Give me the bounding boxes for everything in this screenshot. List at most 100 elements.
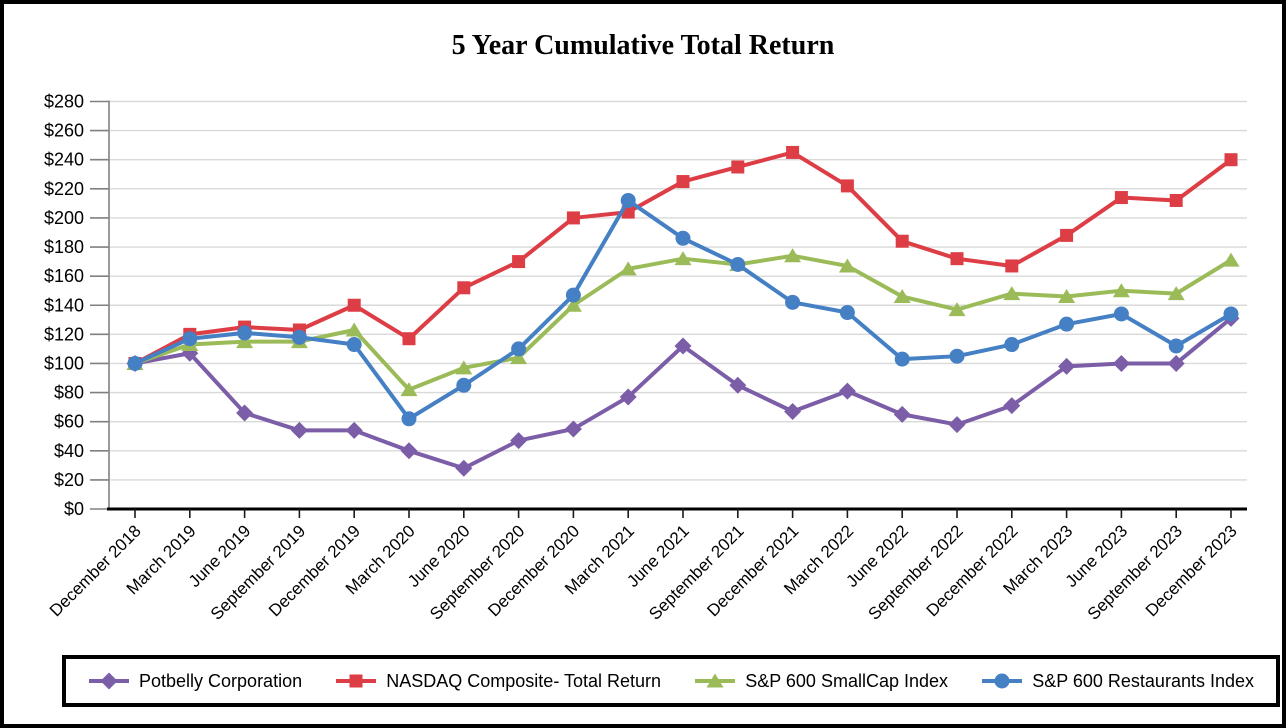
marker-s-p-600-smallcap-index [1058, 289, 1076, 304]
marker-nasdaq-composite-total-return [347, 298, 361, 312]
marker-s-p-600-restaurants-index [182, 331, 198, 347]
y-axis-label: $140 [44, 295, 84, 315]
marker-s-p-600-smallcap-index [619, 261, 637, 276]
legend-item-s-p-600-restaurants-index: S&P 600 Restaurants Index [981, 671, 1254, 692]
marker-s-p-600-restaurants-index [1168, 338, 1184, 354]
y-axis-label: $60 [54, 412, 84, 432]
marker-s-p-600-restaurants-index [1004, 337, 1020, 353]
marker-s-p-600-smallcap-index [1222, 252, 1240, 267]
marker-nasdaq-composite-total-return [402, 332, 416, 346]
marker-s-p-600-smallcap-index [345, 322, 363, 337]
marker-s-p-600-restaurants-index [675, 230, 691, 246]
marker-s-p-600-restaurants-index [291, 329, 307, 345]
y-axis-label: $0 [64, 499, 84, 519]
marker-potbelly-corporation [893, 405, 911, 423]
marker-s-p-600-restaurants-index [456, 377, 472, 393]
marker-potbelly-corporation [564, 420, 582, 438]
marker-s-p-600-restaurants-index [894, 351, 910, 367]
x-axis-label: December 2018 [46, 521, 145, 620]
marker-nasdaq-composite-total-return [1169, 193, 1183, 207]
marker-s-p-600-smallcap-index [236, 334, 254, 349]
marker-potbelly-corporation [838, 382, 856, 400]
marker-nasdaq-composite-total-return [1060, 228, 1074, 242]
legend-label: S&P 600 SmallCap Index [745, 670, 949, 691]
marker-s-p-600-restaurants-index [1113, 306, 1129, 322]
x-axis-label: September 2022 [865, 521, 967, 623]
y-axis-label: $160 [44, 266, 84, 286]
y-axis-label: $40 [54, 441, 84, 461]
marker-nasdaq-composite-total-return [786, 145, 800, 159]
marker-s-p-600-smallcap-index [1003, 286, 1021, 301]
marker-nasdaq-composite-total-return [1224, 153, 1238, 167]
marker-potbelly-corporation [784, 402, 802, 420]
legend: Potbelly Corporation NASDAQ Composite- To… [62, 655, 1280, 707]
legend-item-nasdaq-composite-total-return: NASDAQ Composite- Total Return [335, 671, 661, 692]
marker-s-p-600-smallcap-index [893, 289, 911, 304]
marker-s-p-600-smallcap-index [838, 258, 856, 273]
marker-potbelly-corporation [1058, 357, 1076, 375]
y-axis-label: $280 [44, 92, 84, 112]
marker-nasdaq-composite-total-return [731, 160, 745, 174]
marker-nasdaq-composite-total-return [1005, 259, 1019, 273]
y-axis-label: $180 [44, 237, 84, 257]
y-axis-label: $240 [44, 150, 84, 170]
y-axis-label: $80 [54, 383, 84, 403]
y-axis-label: $220 [44, 179, 84, 199]
marker-s-p-600-restaurants-index [565, 287, 581, 303]
y-axis-label: $120 [44, 324, 84, 344]
marker-s-p-600-restaurants-index [730, 257, 746, 272]
marker-potbelly-corporation [236, 404, 254, 422]
marker-s-p-600-smallcap-index [564, 297, 582, 312]
marker-nasdaq-composite-total-return [895, 234, 909, 248]
marker-potbelly-corporation [510, 432, 528, 450]
triangle-marker-icon [695, 673, 736, 688]
legend-label: S&P 600 Restaurants Index [1032, 670, 1254, 691]
marker-s-p-600-smallcap-index [674, 251, 692, 266]
marker-s-p-600-smallcap-index [784, 248, 802, 263]
x-axis-label: September 2019 [207, 521, 309, 623]
marker-potbelly-corporation [674, 337, 692, 355]
marker-s-p-600-smallcap-index [948, 302, 966, 317]
legend-label: NASDAQ Composite- Total Return [386, 670, 662, 691]
marker-potbelly-corporation [1167, 354, 1185, 372]
marker-s-p-600-restaurants-index [1059, 316, 1075, 332]
marker-potbelly-corporation [948, 416, 966, 434]
marker-s-p-600-restaurants-index [949, 348, 965, 364]
marker-s-p-600-smallcap-index [1167, 286, 1185, 301]
marker-potbelly-corporation [290, 421, 308, 439]
marker-s-p-600-restaurants-index [1223, 306, 1239, 322]
marker-nasdaq-composite-total-return [950, 252, 964, 266]
y-axis-label: $260 [44, 121, 84, 141]
diamond-marker-icon [89, 672, 129, 690]
legend-label: Potbelly Corporation [139, 670, 303, 691]
y-axis-label: $20 [54, 470, 84, 490]
marker-potbelly-corporation [619, 388, 637, 406]
x-axis-label: September 2020 [426, 521, 528, 623]
marker-potbelly-corporation [729, 376, 747, 394]
marker-s-p-600-restaurants-index [511, 341, 527, 357]
chart-plot: $0 $20 $40 $60 $80 $100 $120 $140 $160 $180 $200 $2… [44, 92, 1247, 624]
marker-s-p-600-smallcap-index [510, 350, 528, 365]
marker-potbelly-corporation [345, 421, 363, 439]
marker-s-p-600-smallcap-index [400, 382, 418, 397]
marker-s-p-600-restaurants-index [127, 355, 143, 371]
marker-s-p-600-restaurants-index [346, 337, 362, 353]
marker-potbelly-corporation [400, 442, 418, 460]
marker-s-p-600-smallcap-index [1112, 283, 1130, 298]
y-axis-label: $100 [44, 353, 84, 373]
marker-nasdaq-composite-total-return [1114, 191, 1128, 205]
x-axis-label: September 2023 [1084, 521, 1186, 623]
marker-nasdaq-composite-total-return [512, 255, 526, 269]
square-marker-icon [336, 674, 377, 688]
marker-nasdaq-composite-total-return [457, 281, 471, 295]
marker-s-p-600-smallcap-index [455, 360, 473, 375]
marker-s-p-600-restaurants-index [237, 325, 253, 341]
y-axis-label: $200 [44, 208, 84, 228]
marker-s-p-600-restaurants-index [839, 305, 855, 321]
legend-item-potbelly-corporation: Potbelly Corporation [88, 671, 302, 692]
circle-marker-icon [982, 673, 1023, 689]
marker-potbelly-corporation [1112, 354, 1130, 372]
marker-s-p-600-restaurants-index [620, 192, 636, 208]
marker-nasdaq-composite-total-return [840, 179, 854, 193]
